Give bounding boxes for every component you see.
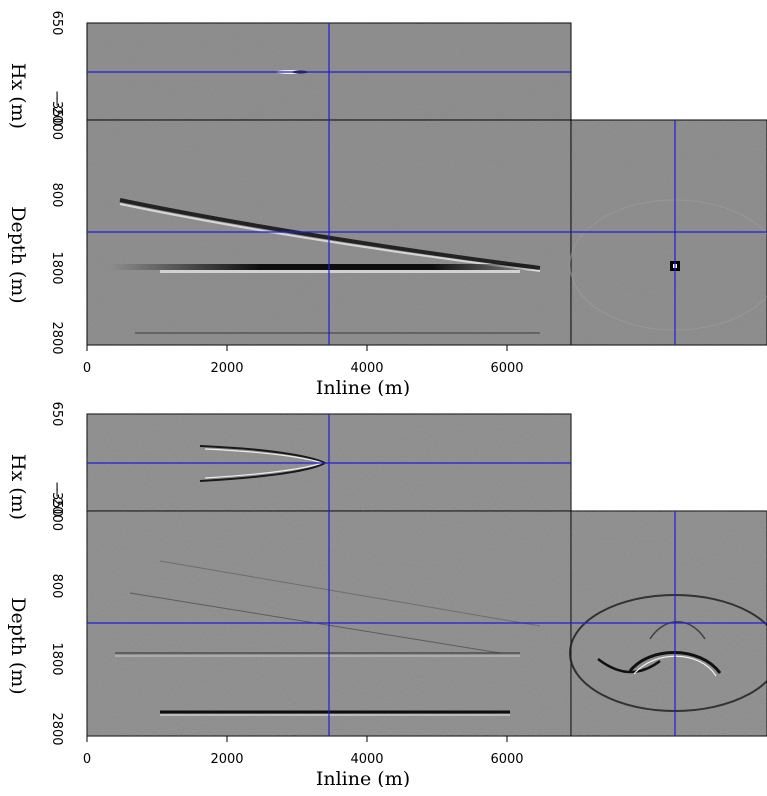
depth-tick: 800 bbox=[49, 574, 64, 599]
depth-tick: 1800 bbox=[49, 642, 64, 675]
hx-tick: −350 bbox=[49, 481, 64, 517]
hx-tick: 650 bbox=[49, 402, 64, 427]
y-axis: Hx (m) Depth (m) 650 −350 −2000 800 1800… bbox=[7, 402, 64, 746]
crosshair bbox=[87, 23, 767, 345]
depth-tick: 800 bbox=[49, 183, 64, 208]
x-tick: 0 bbox=[83, 361, 91, 376]
hx-axis-label: Hx (m) bbox=[7, 454, 29, 520]
x-tick: 0 bbox=[83, 752, 91, 767]
depth-tick: 2800 bbox=[49, 321, 64, 354]
x-tick: 4000 bbox=[350, 361, 383, 376]
x-tick: 6000 bbox=[490, 361, 523, 376]
x-axis: 0 2000 4000 6000 Inline (m) bbox=[83, 736, 524, 787]
depth-axis-label: Depth (m) bbox=[7, 597, 29, 694]
hx-tick: −350 bbox=[49, 90, 64, 126]
hx-tick: 650 bbox=[49, 11, 64, 36]
x-tick: 6000 bbox=[490, 752, 523, 767]
x-tick: 4000 bbox=[350, 752, 383, 767]
x-axis-label: Inline (m) bbox=[316, 768, 410, 787]
figure-bottom: 0 2000 4000 6000 Inline (m) Hx (m) Depth… bbox=[0, 391, 767, 787]
y-axis: Hx (m) Depth (m) 650 −350 −2000 800 1800… bbox=[7, 11, 64, 355]
figure-top: 0 2000 4000 6000 Inline (m) Hx (m) Depth… bbox=[0, 0, 767, 396]
hx-axis-label: Hx (m) bbox=[7, 63, 29, 129]
depth-tick: −2000 bbox=[49, 96, 64, 140]
depth-tick: 2800 bbox=[49, 712, 64, 745]
x-axis-label: Inline (m) bbox=[316, 377, 410, 396]
depth-axis-label: Depth (m) bbox=[7, 206, 29, 303]
x-tick: 2000 bbox=[210, 361, 243, 376]
depth-tick: −2000 bbox=[49, 487, 64, 531]
depth-tick: 1800 bbox=[49, 251, 64, 284]
x-tick: 2000 bbox=[210, 752, 243, 767]
crosshair bbox=[87, 414, 767, 736]
x-axis: 0 2000 4000 6000 Inline (m) bbox=[83, 345, 524, 396]
